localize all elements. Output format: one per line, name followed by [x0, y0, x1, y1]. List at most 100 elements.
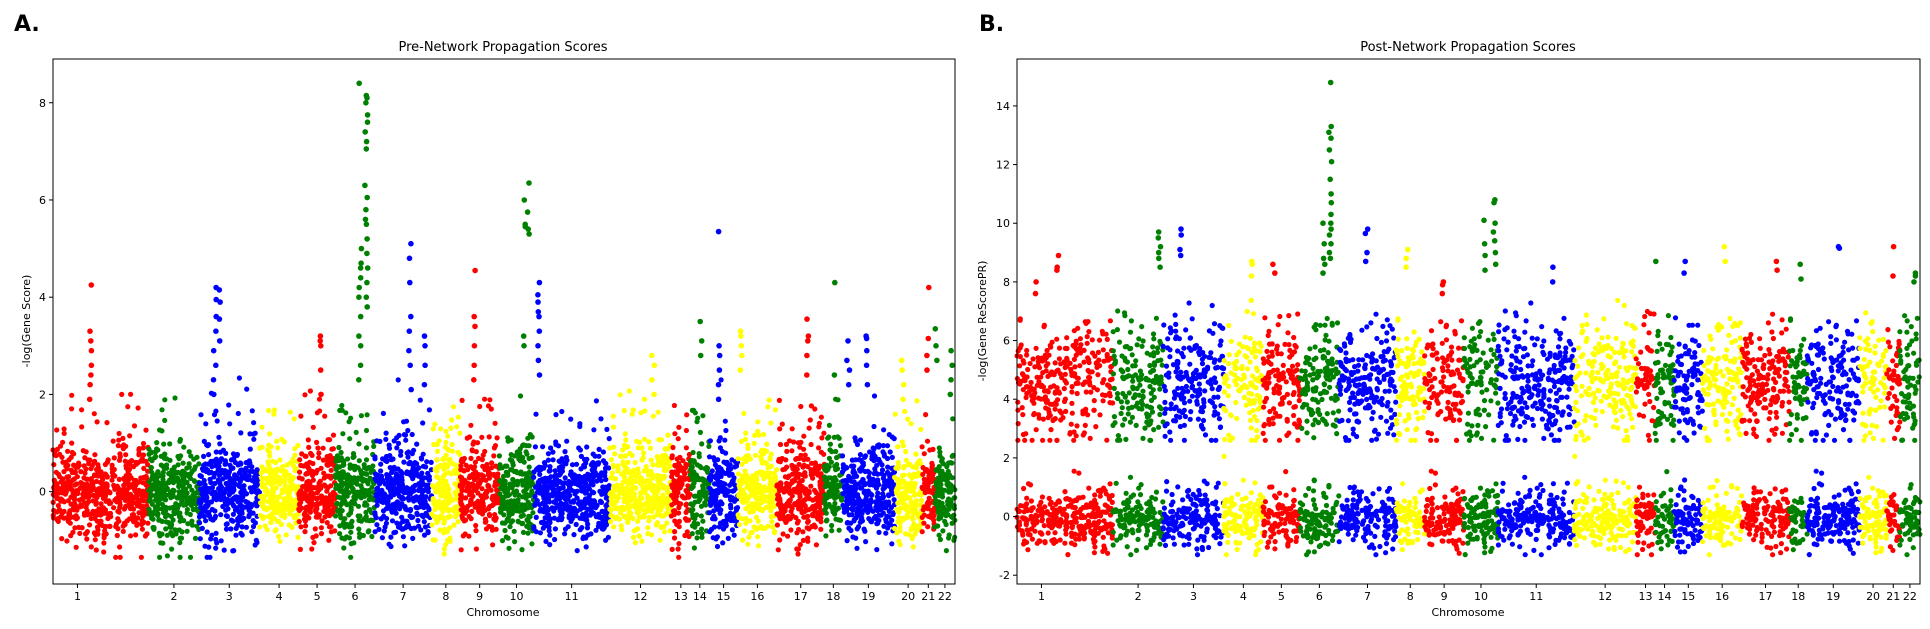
- data-point: [517, 393, 524, 399]
- data-point: [266, 408, 272, 414]
- data-point: [550, 457, 556, 463]
- data-point: [743, 430, 749, 436]
- data-point: [717, 510, 723, 516]
- data-point: [77, 497, 83, 503]
- data-point: [311, 540, 317, 546]
- data-point: [638, 501, 644, 507]
- data-point: [682, 470, 688, 477]
- data-point: [546, 516, 552, 522]
- data-point: [286, 522, 292, 528]
- data-point: [772, 477, 778, 483]
- data-point: [683, 501, 690, 507]
- data-point: [761, 431, 767, 438]
- data-point: [886, 499, 892, 505]
- data-point: [203, 490, 209, 496]
- data-point: [259, 475, 265, 481]
- data-point: [512, 506, 518, 512]
- data-point: [65, 448, 71, 454]
- data-point: [398, 452, 404, 458]
- data-point: [182, 491, 189, 498]
- data-point: [740, 478, 746, 485]
- data-point: [671, 402, 678, 409]
- data-point: [655, 409, 661, 415]
- data-point: [296, 502, 303, 508]
- data-point: [473, 522, 479, 529]
- data-point: [492, 483, 498, 489]
- data-point: [69, 469, 75, 476]
- data-point: [383, 430, 389, 436]
- data-point: [454, 424, 460, 430]
- data-point: [785, 533, 791, 539]
- data-point: [834, 488, 840, 494]
- data-point: [364, 471, 370, 477]
- data-point: [776, 456, 782, 462]
- data-point: [302, 492, 308, 498]
- data-point: [399, 501, 405, 507]
- data-point: [333, 485, 339, 491]
- data-point: [325, 501, 331, 507]
- data-point: [645, 525, 651, 531]
- data-point: [186, 449, 192, 455]
- data-point: [379, 478, 385, 485]
- data-point: [680, 458, 686, 464]
- data-point: [811, 487, 818, 493]
- data-point: [366, 497, 372, 503]
- data-point: [148, 465, 154, 471]
- data-point: [88, 466, 94, 472]
- data-point: [420, 514, 426, 520]
- data-point: [576, 481, 583, 487]
- data-point: [754, 501, 761, 507]
- data-point: [347, 436, 353, 442]
- data-point: [91, 411, 97, 417]
- data-point: [310, 460, 316, 467]
- data-point: [542, 523, 548, 529]
- data-point: [139, 526, 145, 532]
- data-point: [553, 472, 559, 478]
- data-point: [755, 543, 762, 549]
- data-point: [248, 502, 254, 508]
- data-point: [586, 486, 593, 492]
- data-point: [751, 440, 757, 446]
- data-point: [326, 524, 333, 530]
- data-point: [73, 464, 79, 470]
- panel-a: A. Pre-Network Propagation Scores 02468 …: [14, 12, 958, 619]
- data-point: [438, 513, 444, 519]
- data-point: [61, 426, 67, 432]
- data-point: [479, 486, 485, 492]
- data-point: [626, 470, 632, 476]
- data-point: [417, 397, 423, 403]
- data-point: [198, 412, 204, 418]
- data-point: [159, 407, 165, 413]
- data-point: [753, 452, 759, 458]
- data-point: [109, 477, 115, 483]
- data-point: [207, 554, 213, 560]
- data-point: [435, 500, 441, 507]
- data-point: [469, 508, 475, 514]
- data-point: [250, 523, 257, 530]
- data-point: [241, 483, 247, 489]
- data-point: [431, 441, 437, 448]
- data-point: [783, 519, 789, 526]
- data-point: [805, 518, 811, 525]
- data-point: [458, 492, 464, 498]
- data-point: [443, 542, 449, 548]
- data-point: [671, 495, 677, 501]
- data-point: [358, 471, 364, 477]
- data-point: [733, 505, 740, 511]
- data-point: [795, 502, 801, 508]
- data-point: [536, 482, 542, 488]
- data-point: [381, 528, 387, 534]
- data-point: [584, 506, 591, 512]
- data-point: [679, 493, 685, 499]
- data-point: [390, 485, 396, 491]
- data-point: [730, 479, 736, 485]
- data-point: [333, 474, 339, 480]
- data-point: [818, 487, 824, 493]
- data-point: [80, 481, 86, 487]
- data-point: [306, 444, 312, 450]
- data-point: [93, 547, 99, 553]
- data-point: [518, 513, 524, 519]
- data-point: [683, 509, 689, 515]
- data-point: [766, 494, 772, 500]
- data-point: [525, 530, 531, 536]
